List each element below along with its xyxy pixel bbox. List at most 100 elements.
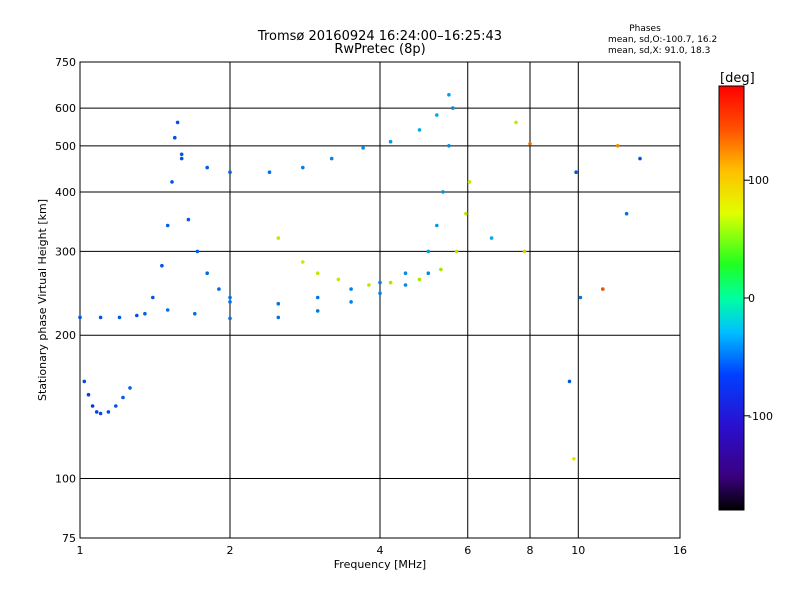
data-point [441, 190, 445, 194]
data-point [349, 287, 353, 291]
data-point [514, 120, 518, 125]
data-point [175, 120, 180, 125]
colorbar-tick-label: 0 [748, 292, 755, 305]
data-point [151, 295, 155, 300]
data-point [301, 260, 305, 264]
data-point [170, 180, 174, 184]
colorbar-ticks: 100 0 -100 [744, 174, 773, 423]
x-tick-label: 6 [464, 544, 471, 557]
data-point [217, 287, 221, 291]
data-point [435, 223, 439, 228]
data-point [186, 217, 191, 222]
data-point [301, 165, 305, 170]
y-tick-label: 600 [55, 102, 76, 115]
data-point [195, 249, 200, 254]
data-point [489, 236, 494, 240]
data-point [276, 301, 281, 306]
data-point [447, 144, 451, 148]
y-tick-label: 500 [55, 140, 76, 153]
x-axis-label: Frequency [MHz] [334, 558, 426, 571]
data-point [574, 170, 578, 174]
y-tick-label: 400 [55, 186, 76, 199]
data-point [336, 277, 341, 282]
data-point [426, 271, 431, 276]
data-point [522, 249, 527, 254]
y-tick-label: 200 [55, 329, 76, 342]
data-point [78, 315, 82, 320]
data-point [165, 223, 170, 228]
data-point [367, 283, 371, 287]
data-point [378, 280, 382, 285]
data-point [403, 271, 408, 276]
y-axis-ticks: 75 100 200 300 400 500 600 750 [55, 56, 76, 545]
colorbar-tick-label: -100 [748, 410, 773, 423]
x-tick-label: 4 [377, 544, 384, 557]
data-point [624, 211, 629, 216]
data-point [435, 113, 439, 117]
data-point [98, 411, 103, 416]
data-point [572, 457, 576, 461]
data-point [179, 152, 184, 157]
data-point [228, 170, 232, 174]
data-point [467, 180, 472, 184]
data-point [361, 146, 365, 150]
data-point [417, 128, 422, 132]
data-point [228, 316, 232, 321]
y-tick-label: 750 [55, 56, 76, 69]
grid-lines [80, 62, 680, 538]
colorbar [718, 85, 745, 511]
data-point [143, 311, 147, 316]
colorbar-label: [deg] [720, 71, 755, 86]
data-point [135, 313, 139, 318]
data-point [329, 156, 334, 161]
y-tick-label: 100 [55, 473, 76, 486]
data-point [528, 142, 532, 146]
stats-line-x: mean, sd,X: 91.0, 18.3 [608, 46, 710, 56]
y-axis-label: Stationary phase Virtual Height [km] [36, 199, 49, 401]
data-point [193, 311, 197, 316]
data-point [388, 139, 393, 144]
data-points [78, 93, 642, 461]
data-point [106, 410, 111, 414]
data-point [205, 271, 209, 276]
x-tick-label: 10 [571, 544, 585, 557]
data-point [439, 267, 443, 272]
stats-header: Phases [629, 24, 661, 34]
data-point [638, 156, 642, 161]
data-point [454, 249, 459, 254]
data-point [205, 165, 209, 170]
data-point [615, 144, 620, 148]
colorbar-tick-label: 100 [748, 174, 769, 187]
data-point [165, 308, 170, 312]
data-point [276, 236, 281, 240]
data-point [417, 277, 422, 282]
data-point [349, 300, 353, 304]
chart-title: Tromsø 20160924 16:24:00–16:25:43 [257, 29, 502, 44]
data-point [86, 392, 91, 397]
data-point [567, 379, 572, 384]
data-point [98, 315, 103, 320]
data-point [426, 249, 431, 254]
data-point [90, 404, 95, 408]
data-point [114, 404, 118, 408]
data-point [578, 295, 583, 300]
data-point [276, 315, 281, 320]
data-point [388, 280, 393, 285]
data-point [117, 315, 122, 320]
x-tick-label: 2 [227, 544, 234, 557]
data-point [315, 309, 320, 313]
y-tick-label: 75 [62, 532, 76, 545]
data-point [94, 410, 99, 414]
data-point [173, 135, 177, 140]
x-axis-ticks: 1 2 4 6 8 10 16 [77, 544, 688, 557]
data-point [601, 287, 605, 291]
data-point [403, 283, 408, 287]
data-point [228, 300, 232, 304]
data-point [315, 295, 320, 300]
data-point [451, 106, 455, 110]
stats-line-o: mean, sd,O:-100.7, 16.2 [608, 35, 717, 45]
data-point [378, 291, 382, 296]
data-point [447, 93, 451, 97]
data-point [128, 386, 132, 390]
